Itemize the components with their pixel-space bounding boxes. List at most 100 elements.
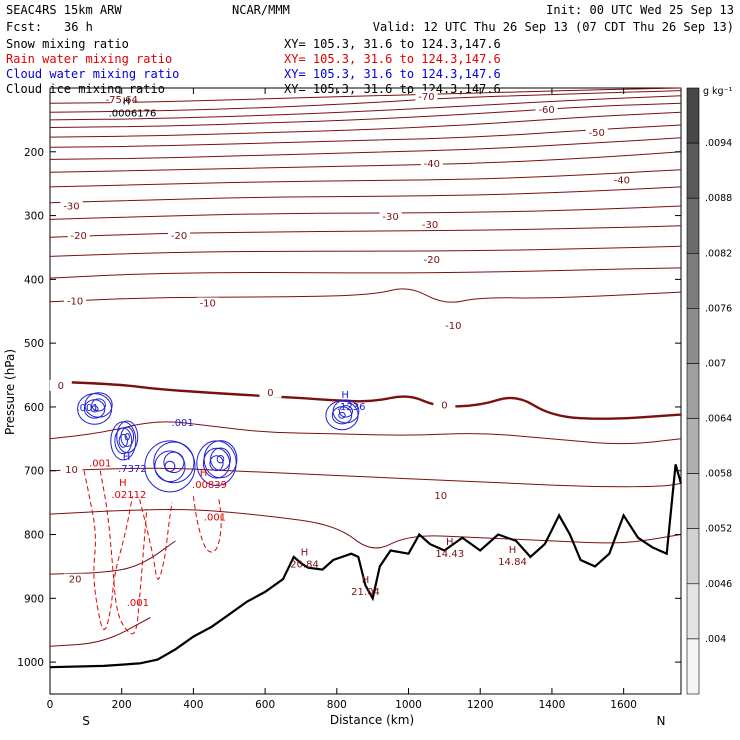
field-max-value: .00839 xyxy=(192,480,227,491)
cloud-water-contour xyxy=(114,427,133,455)
temperature-label: -20 xyxy=(171,231,187,242)
x-tick-label: 1600 xyxy=(610,699,637,711)
temperature-label-bg xyxy=(110,94,133,106)
y-axis-title: Pressure (hPa) xyxy=(3,349,17,435)
colorbar-swatch xyxy=(686,638,700,695)
terrain-max-marker: H xyxy=(301,548,309,559)
temperature-contour--55 xyxy=(49,111,682,138)
temperature-label-bg xyxy=(49,379,72,391)
temperature-label-bg xyxy=(64,573,87,585)
cloud-water-contour xyxy=(203,440,238,479)
temperature-contour--65 xyxy=(49,95,682,121)
cloud-water-contour xyxy=(338,411,346,419)
field-xy-snow: XY= 105.3, 31.6 to 124.3,147.6 xyxy=(284,37,501,51)
rain-contour-label: .001 xyxy=(127,598,149,609)
x-tick-label: 1200 xyxy=(467,699,494,711)
cloud-water-contour xyxy=(154,450,186,483)
cloud-water-contour xyxy=(202,447,231,479)
cloud-water-contour xyxy=(163,451,185,474)
rain-water-contour xyxy=(192,496,222,553)
field-max-value: .1236 xyxy=(337,402,366,413)
colorbar-units: g kg⁻¹ xyxy=(703,86,733,97)
x-tick-label: 800 xyxy=(327,699,347,711)
init-time: Init: 00 UTC Wed 25 Sep 13 xyxy=(546,3,734,17)
temperature-label-bg xyxy=(419,219,442,231)
rain-contour-label: .001 xyxy=(204,512,226,523)
temperature-label: -30 xyxy=(422,220,438,231)
field-xy-ice: XY= 105.3, 31.6 to 124.3,147.6 xyxy=(284,82,501,96)
temperature-label-bg xyxy=(64,295,87,307)
colorbar-tick-label: .0058 xyxy=(705,469,732,480)
terrain-line xyxy=(49,464,683,669)
cloud-contour-label: .001 xyxy=(172,418,194,429)
colorbar-swatch xyxy=(686,473,700,530)
temperature-contour--40 xyxy=(49,151,682,173)
temperature-label-bg xyxy=(433,399,456,411)
cloud-water-contour xyxy=(90,405,99,413)
temperature-label-bg xyxy=(60,464,83,476)
cloud-water-contour xyxy=(124,433,130,441)
temperature-label: -10 xyxy=(200,299,216,310)
x-tick-label: 0 xyxy=(47,699,54,711)
x-axis-title: Distance (km) xyxy=(330,713,414,727)
rain-water-contour xyxy=(99,470,148,635)
colorbar-tick-label: .0094 xyxy=(705,138,732,149)
colorbar-swatch xyxy=(686,308,700,364)
cloud-water-contour xyxy=(338,405,353,418)
temperature-contour-5 xyxy=(49,421,682,445)
field-max-marker: H xyxy=(123,452,131,463)
cloud-water-contour xyxy=(120,426,135,447)
temperature-contour-25 xyxy=(49,617,151,647)
temperature-label: -10 xyxy=(67,297,83,308)
field-max-marker: H xyxy=(119,478,127,489)
temperature-label: 0 xyxy=(267,388,273,399)
terrain-max-marker: H xyxy=(446,537,454,548)
temperature-label-bg xyxy=(259,386,282,398)
cloud-contour-label: .001 xyxy=(77,403,99,414)
y-tick-label: 800 xyxy=(24,530,44,542)
temperature-label: -70 xyxy=(418,92,434,103)
colorbar-swatch xyxy=(686,363,700,419)
colorbar-swatch xyxy=(686,142,700,199)
x-tick-label: 1400 xyxy=(539,699,566,711)
temperature-label-bg xyxy=(429,490,452,502)
model-title: SEAC4RS 15km ARW xyxy=(6,3,122,17)
y-tick-label: 700 xyxy=(24,466,44,478)
field-name-snow: Snow mixing ratio xyxy=(6,37,129,51)
temperature-label-bg xyxy=(196,297,219,309)
fcst-value: 36 h xyxy=(64,20,93,34)
temperature-label-bg xyxy=(442,319,465,331)
cloud-water-contour xyxy=(164,460,176,472)
endpoint-left: S xyxy=(82,714,90,728)
temperature-contour--25 xyxy=(49,205,682,220)
terrain-max-value: 21.04 xyxy=(351,587,380,598)
temperature-label: -20 xyxy=(71,231,87,242)
y-tick-label: 500 xyxy=(24,338,44,350)
y-tick-label: 300 xyxy=(24,211,44,223)
x-tick-label: 1000 xyxy=(395,699,422,711)
x-tick-label: 400 xyxy=(183,699,203,711)
temperature-label: 10 xyxy=(434,491,447,502)
x-tick-label: 200 xyxy=(112,699,132,711)
colorbar: .004 .0046 .0052 .0058 .0064 .007 .0076 .0082 .0… xyxy=(686,87,732,695)
field-max-value: .0006176 xyxy=(109,109,157,120)
field-max-marker: H xyxy=(200,468,208,479)
plot-frame xyxy=(49,87,682,695)
fcst-label: Fcst: xyxy=(6,20,42,34)
axes: 0 200 400 600 800 1000 1200 1400 160020030040050… xyxy=(17,88,681,711)
temperature-contour--45 xyxy=(49,137,682,160)
cloud-water-contour xyxy=(216,454,225,464)
field-xy-rain: XY= 105.3, 31.6 to 124.3,147.6 xyxy=(284,52,501,66)
temperature-label: -30 xyxy=(63,202,79,213)
colorbar-swatch xyxy=(686,418,700,474)
temperature-contour--35 xyxy=(49,169,682,188)
rain-water-contour xyxy=(139,499,173,580)
field-max-marker: H xyxy=(123,97,131,108)
colorbar-tick-label: .0088 xyxy=(705,193,732,204)
temperature-label-bg xyxy=(67,229,90,241)
temperature-contour--15 xyxy=(49,245,682,257)
y-tick-label: 900 xyxy=(24,593,44,605)
colorbar-swatch xyxy=(686,528,700,585)
valid-time: Valid: 12 UTC Thu 26 Sep 13 (07 CDT Thu … xyxy=(373,20,734,34)
